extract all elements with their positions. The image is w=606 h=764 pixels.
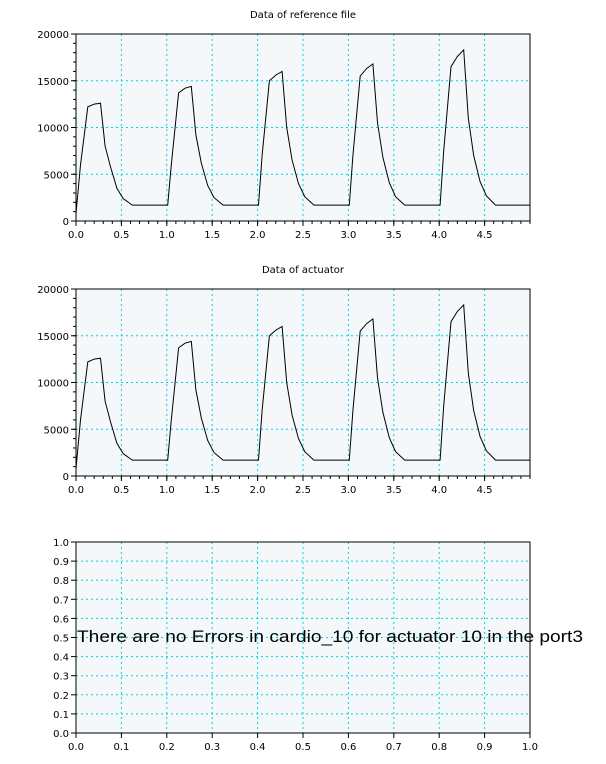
x-tick-label: 1.0	[159, 230, 175, 241]
annotation-text: There are no Errors in cardio_10 for act…	[77, 627, 583, 646]
x-tick-label: 0.5	[295, 742, 311, 753]
y-tick-label: 0.5	[53, 634, 69, 645]
x-tick-label: 0.0	[68, 742, 84, 753]
y-tick-label: 0.7	[53, 595, 69, 606]
chart-panel-1: Data of reference file 0.0 0.5 1.0 1.5 2.0 2.5…	[37, 10, 531, 241]
y-tick-label: 0.9	[53, 557, 69, 568]
x-tick-label: 2.5	[295, 485, 311, 496]
y-tick-label: 15000	[37, 332, 69, 343]
x-tick-label: 2.5	[295, 230, 311, 241]
x-tick-label: 1.5	[204, 230, 220, 241]
x-tick-label: 0.5	[113, 485, 129, 496]
y-tick-label: 10000	[37, 124, 69, 135]
x-tick-label: 2.0	[250, 230, 266, 241]
x-tick-label: 1.5	[204, 485, 220, 496]
plot-frame	[75, 288, 531, 477]
y-tick-label: 1.0	[53, 538, 69, 549]
series-line-1	[75, 303, 530, 469]
y-tick-label: 0	[63, 217, 69, 228]
chart-panel-3: 0.0 0.1 0.2 0.3 0.4 0.5 0.6 0.7 0.8 0.9 1.0 0.0 0.1 0…	[53, 538, 583, 753]
y-tick-label: 5000	[44, 425, 69, 436]
plot-frame	[75, 33, 531, 222]
series-line-1	[75, 48, 530, 214]
chart-panel-2: Data of actuator 0.0 0.5 1.0 1.5 2.0 2.5 3.0 3.5…	[37, 265, 531, 496]
x-tick-label: 0.6	[340, 742, 356, 753]
y-tick-label: 20000	[37, 30, 69, 41]
x-tick-label: 0.0	[68, 485, 84, 496]
x-tick-label: 0.9	[477, 742, 493, 753]
plot-frame	[75, 541, 531, 734]
x-tick-label: 0.5	[113, 230, 129, 241]
x-tick-label: 3.5	[386, 485, 402, 496]
y-tick-label: 0	[63, 472, 69, 483]
x-tick-label: 0.3	[204, 742, 220, 753]
y-tick-label: 0.1	[53, 710, 69, 721]
x-tick-label: 4.5	[477, 485, 493, 496]
x-tick-label: 3.5	[386, 230, 402, 241]
chart-title: Data of reference file	[250, 10, 356, 21]
x-tick-label: 4.5	[477, 230, 493, 241]
y-tick-label: 0.6	[53, 614, 69, 625]
y-tick-label: 20000	[37, 285, 69, 296]
y-tick-label: 5000	[44, 170, 69, 181]
x-tick-label: 0.1	[113, 742, 129, 753]
x-tick-label: 0.7	[386, 742, 402, 753]
chart-title: Data of actuator	[262, 265, 345, 276]
y-tick-label: 0.4	[53, 653, 69, 664]
y-tick-label: 15000	[37, 77, 69, 88]
x-tick-label: 4.0	[431, 230, 447, 241]
x-tick-label: 0.2	[159, 742, 175, 753]
y-tick-label: 0.3	[53, 672, 69, 683]
y-tick-label: 0.0	[53, 729, 69, 740]
y-tick-label: 0.2	[53, 691, 69, 702]
x-tick-label: 1.0	[522, 742, 538, 753]
y-tick-label: 0.8	[53, 576, 69, 587]
x-tick-label: 1.0	[159, 485, 175, 496]
x-tick-label: 3.0	[340, 230, 356, 241]
x-tick-label: 4.0	[431, 485, 447, 496]
x-tick-label: 3.0	[340, 485, 356, 496]
y-tick-label: 10000	[37, 379, 69, 390]
x-tick-label: 2.0	[250, 485, 266, 496]
x-tick-label: 0.4	[250, 742, 266, 753]
x-tick-label: 0.0	[68, 230, 84, 241]
x-tick-label: 0.8	[431, 742, 447, 753]
